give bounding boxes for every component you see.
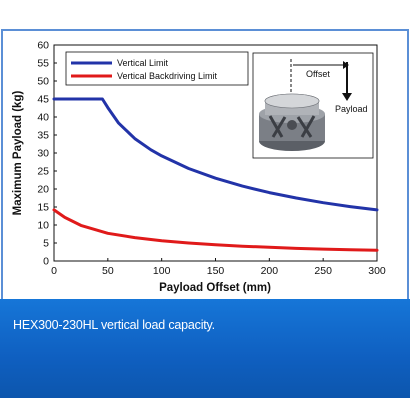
payload-chart: 0 5 10 15 20 25 30 35 40 45 50 55 60 0 50 100 150 200 250 3… (1, 29, 409, 300)
x-tick-label: 50 (102, 265, 114, 277)
inset-payload-arrowhead (342, 93, 352, 101)
legend: Vertical Limit Vertical Backdriving Limi… (65, 51, 249, 86)
x-tick-label: 250 (314, 265, 332, 277)
x-tick-label: 300 (368, 265, 386, 277)
y-tick-label: 10 (37, 220, 49, 232)
y-tick-label: 50 (37, 76, 49, 88)
inset-offset-label: Offset (306, 69, 330, 79)
legend-label-backdriving-limit: Vertical Backdriving Limit (117, 71, 218, 81)
x-tick-label: 100 (153, 265, 171, 277)
y-tick-label: 30 (37, 148, 49, 160)
x-tick-label: 150 (207, 265, 225, 277)
y-tick-label: 5 (43, 238, 49, 250)
y-tick-label: 25 (37, 166, 49, 178)
series-line-vertical-limit (52, 97, 379, 212)
y-tick-label: 0 (43, 256, 49, 268)
x-axis-title: Payload Offset (mm) (159, 282, 271, 294)
legend-box (65, 51, 249, 86)
y-tick-label: 45 (37, 94, 49, 106)
y-tick-label: 35 (37, 130, 49, 142)
caption-bar: HEX300-230HL vertical load capacity. (0, 299, 410, 398)
y-tick-label: 55 (37, 58, 49, 70)
x-tick-label: 0 (51, 265, 57, 277)
hexapod-device-image (259, 93, 325, 151)
figure-caption: HEX300-230HL vertical load capacity. (13, 318, 215, 332)
inset-illustration: Offset Payload (252, 52, 374, 159)
legend-label-vertical-limit: Vertical Limit (117, 58, 169, 68)
chart-border (1, 29, 409, 300)
inset-payload-label: Payload (335, 104, 368, 114)
x-tick-label: 200 (261, 265, 279, 277)
y-tick-label: 15 (37, 202, 49, 214)
y-axis-title: Maximum Payload (kg) (12, 91, 24, 216)
y-tick-label: 60 (37, 40, 49, 52)
y-tick-label: 20 (37, 184, 49, 196)
series-line-backdriving-limit (52, 208, 379, 252)
y-tick-label: 40 (37, 112, 49, 124)
